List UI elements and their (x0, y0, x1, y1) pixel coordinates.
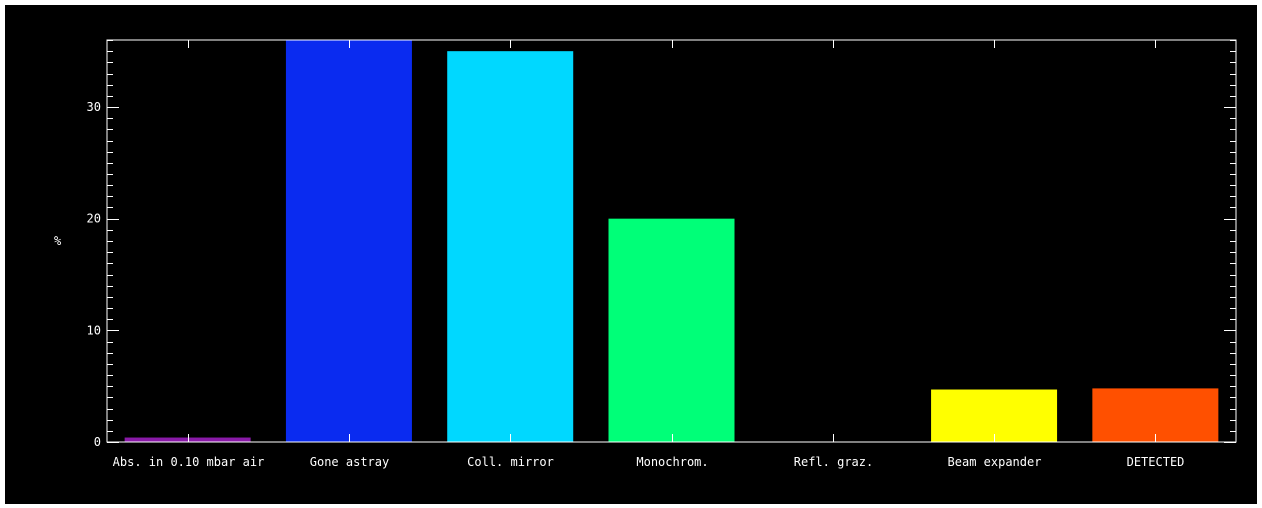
x-category-label: Coll. mirror (467, 455, 554, 469)
x-category-label: Beam expander (948, 455, 1042, 469)
bar (285, 40, 412, 442)
y-tick-label: 10 (87, 323, 101, 337)
bar (608, 218, 735, 442)
y-tick-label: 30 (87, 100, 101, 114)
x-category-label: DETECTED (1127, 455, 1185, 469)
x-category-label: Gone astray (310, 455, 389, 469)
y-tick-label: 20 (87, 212, 101, 226)
y-ticks-group: 0 10 20 30 (87, 40, 1236, 449)
bar (931, 389, 1058, 442)
bar (1092, 388, 1219, 442)
x-category-label: Abs. in 0.10 mbar air (113, 455, 265, 469)
bar (124, 437, 251, 442)
x-category-label: Refl. graz. (794, 455, 873, 469)
x-ticks-group: Abs. in 0.10 mbar air Gone astray Coll. mi… (113, 40, 1185, 469)
y-tick-label: 0 (94, 435, 101, 449)
x-category-label: Monochrom. (636, 455, 708, 469)
bar (447, 51, 574, 443)
y-axis-label: % (54, 234, 62, 248)
bars-group (124, 40, 1219, 443)
